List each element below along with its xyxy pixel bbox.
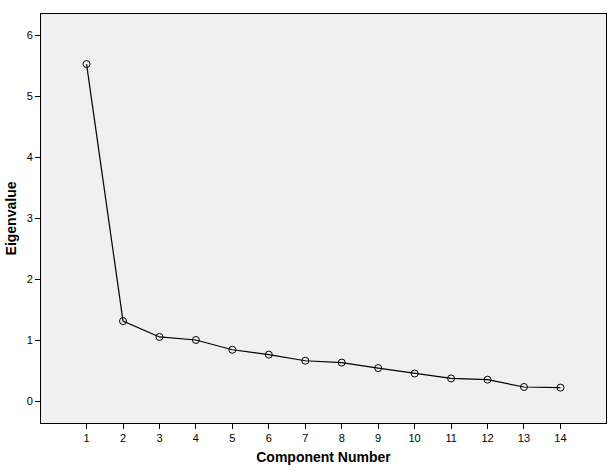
svg-text:6: 6 [266,432,272,444]
svg-text:2: 2 [27,273,33,285]
svg-text:3: 3 [27,212,33,224]
svg-text:5: 5 [27,90,33,102]
svg-text:6: 6 [27,29,33,41]
svg-text:3: 3 [156,432,162,444]
svg-text:5: 5 [229,432,235,444]
svg-text:8: 8 [339,432,345,444]
svg-text:1: 1 [83,432,89,444]
svg-text:2: 2 [120,432,126,444]
svg-text:4: 4 [27,151,33,163]
svg-text:Eigenvalue: Eigenvalue [3,181,19,255]
svg-text:4: 4 [193,432,199,444]
svg-text:7: 7 [302,432,308,444]
svg-text:11: 11 [445,432,456,444]
svg-text:13: 13 [518,432,530,444]
svg-text:1: 1 [27,334,33,346]
svg-text:Component Number: Component Number [256,449,391,465]
svg-text:9: 9 [375,432,381,444]
svg-text:10: 10 [409,432,421,444]
svg-text:14: 14 [554,432,566,444]
svg-text:0: 0 [27,395,33,407]
svg-text:12: 12 [481,432,493,444]
